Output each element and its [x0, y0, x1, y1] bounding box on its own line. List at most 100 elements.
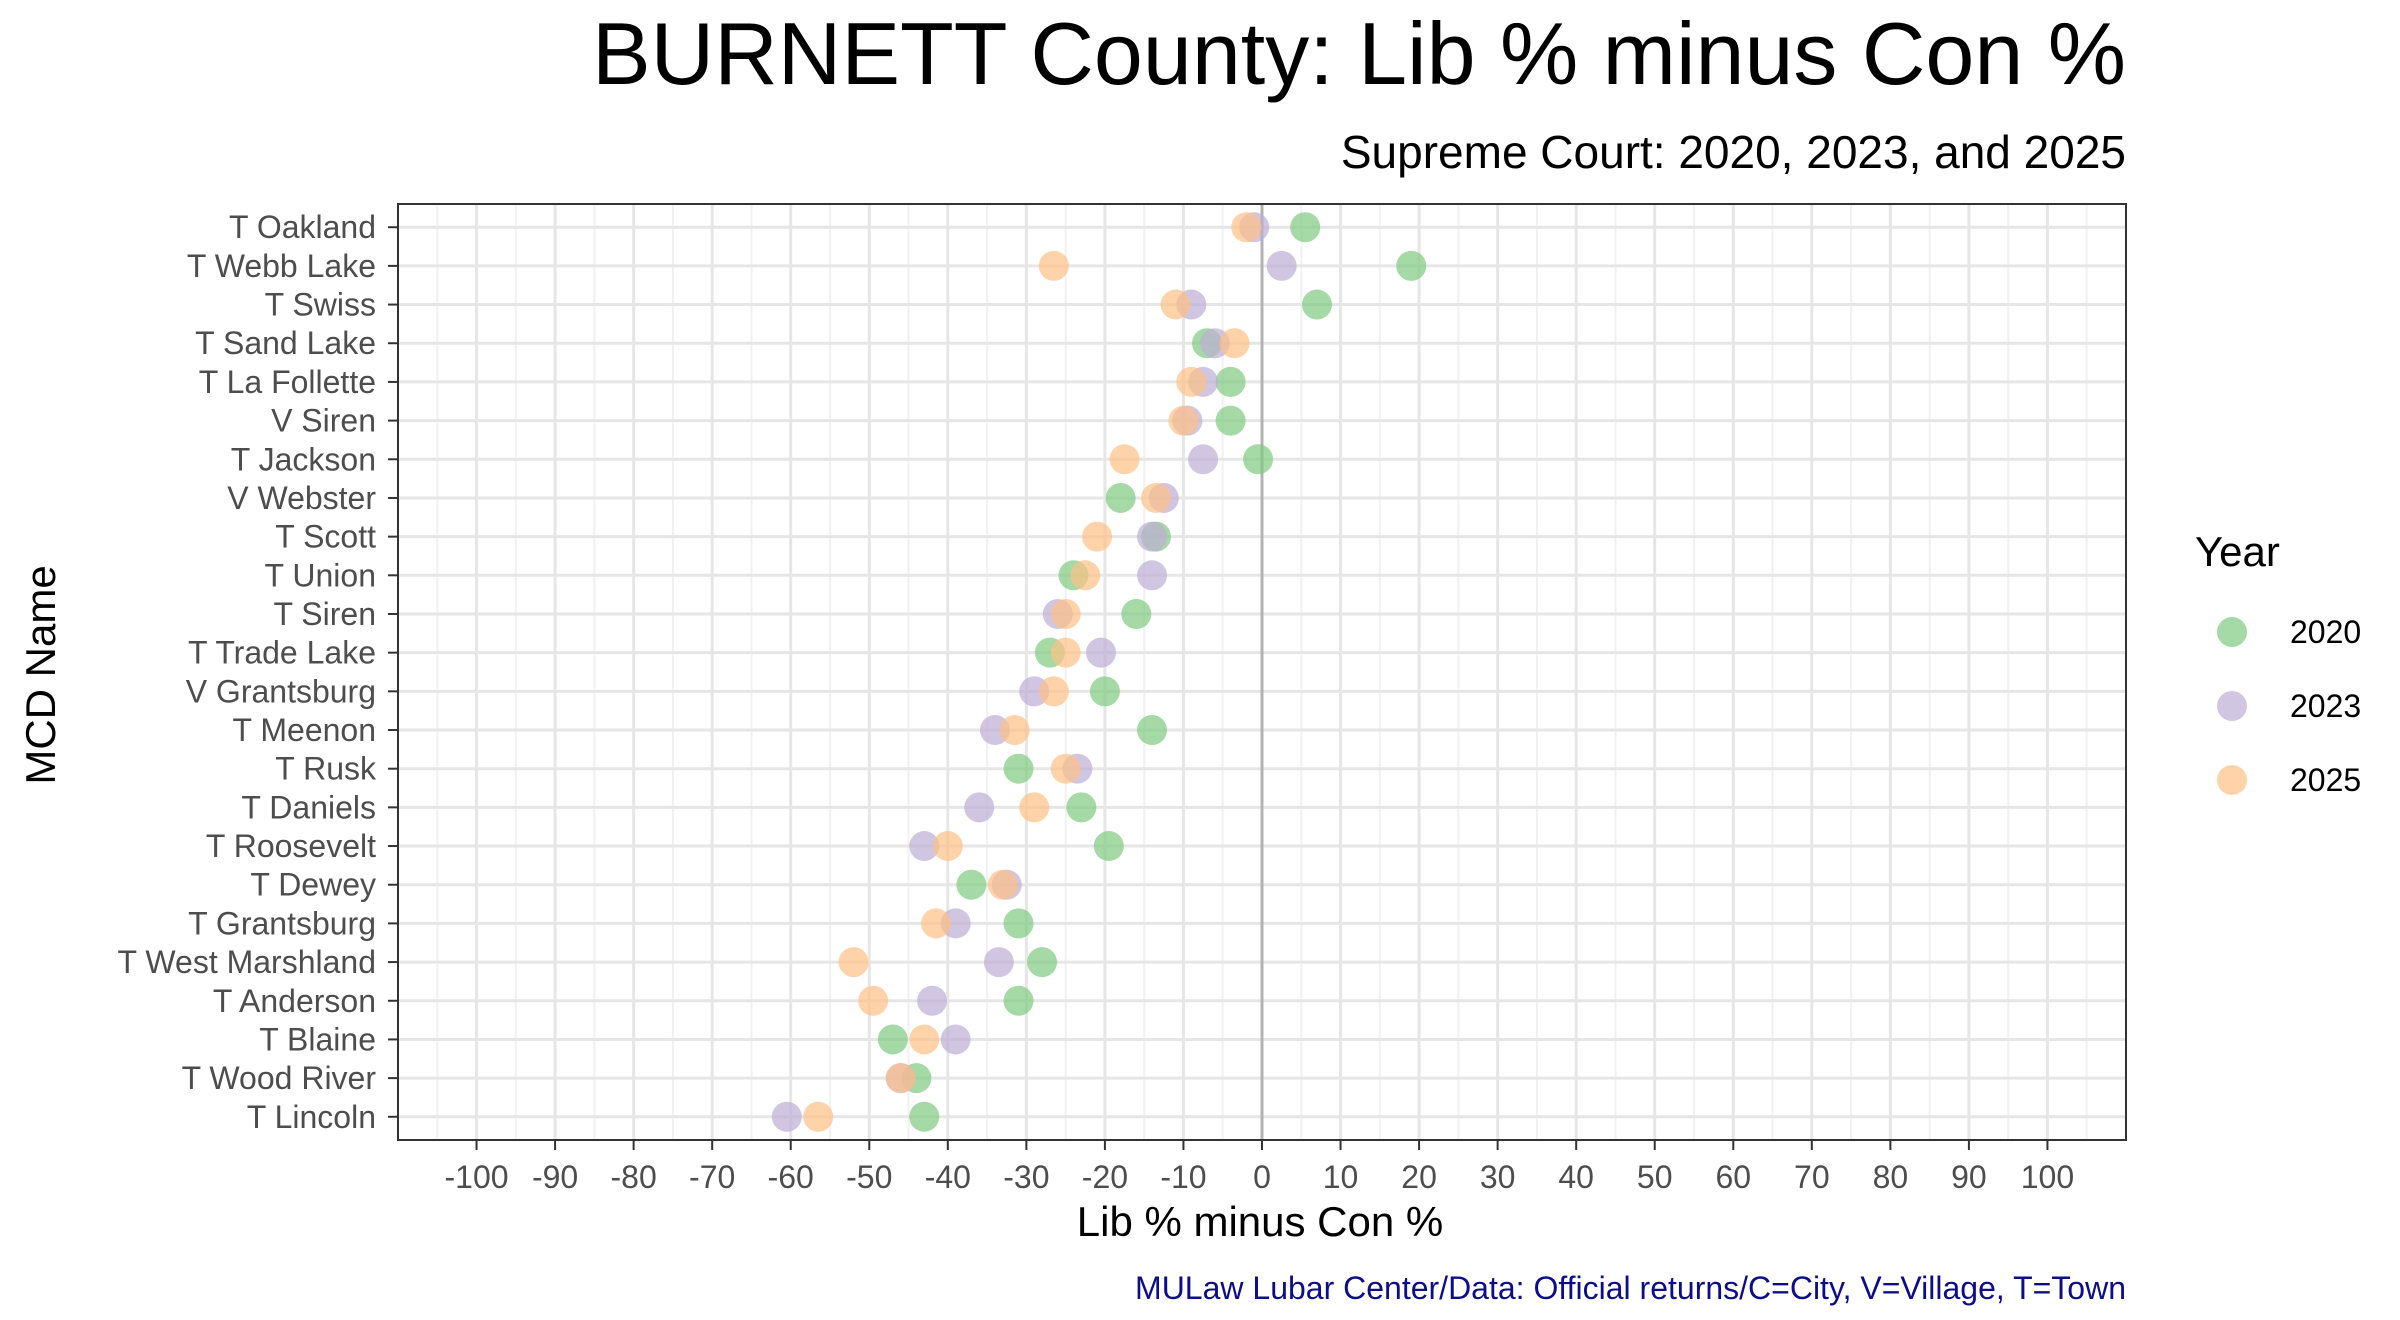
- data-point-2025: [909, 1024, 940, 1055]
- y-tick-label: T Union: [265, 557, 376, 593]
- x-tick-label: -100: [445, 1159, 509, 1195]
- x-tick-label: 10: [1323, 1159, 1359, 1195]
- y-tick-label: T Blaine: [259, 1021, 376, 1057]
- data-point-2025: [885, 1063, 916, 1094]
- data-point-2025: [987, 869, 1018, 900]
- x-tick-label: 0: [1253, 1159, 1271, 1195]
- y-tick-label: T Grantsburg: [188, 905, 376, 941]
- x-tick-label: 50: [1637, 1159, 1673, 1195]
- data-point-2023: [771, 1101, 802, 1132]
- x-tick-label: -80: [611, 1159, 657, 1195]
- y-tick-label: T Anderson: [213, 983, 376, 1019]
- data-point-2023: [983, 947, 1014, 978]
- data-point-2023: [917, 985, 948, 1016]
- x-tick-label: -40: [925, 1159, 971, 1195]
- data-point-2020: [1396, 250, 1427, 281]
- legend-title: Year: [2195, 528, 2280, 575]
- data-point-2020: [1027, 947, 1058, 978]
- data-point-2025: [1168, 405, 1199, 436]
- y-tick-label: T Lincoln: [247, 1099, 376, 1135]
- data-point-2020: [1290, 212, 1321, 243]
- x-tick-label: 30: [1480, 1159, 1516, 1195]
- x-tick-label: -50: [846, 1159, 892, 1195]
- x-tick-label: 90: [1951, 1159, 1987, 1195]
- data-point-2023: [1137, 521, 1168, 552]
- data-point-2023: [1137, 560, 1168, 591]
- data-point-2020: [1089, 676, 1120, 707]
- data-point-2025: [1038, 676, 1069, 707]
- data-point-2025: [1176, 366, 1207, 397]
- data-point-2020: [1003, 753, 1034, 784]
- y-tick-label: T Dewey: [250, 867, 376, 903]
- data-point-2020: [956, 869, 987, 900]
- y-tick-label: T La Follette: [199, 364, 376, 400]
- data-point-2025: [1050, 753, 1081, 784]
- y-tick-label: T Siren: [273, 596, 376, 632]
- x-tick-label: -90: [532, 1159, 578, 1195]
- data-point-2025: [1082, 521, 1113, 552]
- legend: Year 2020 2023 2025: [2195, 528, 2361, 798]
- data-point-2025: [1050, 637, 1081, 668]
- data-point-2025: [1231, 212, 1262, 243]
- data-point-2025: [1070, 560, 1101, 591]
- y-tick-label: T Scott: [275, 519, 376, 555]
- y-tick-label: T Sand Lake: [195, 325, 376, 361]
- data-point-2020: [1105, 482, 1136, 513]
- data-point-2023: [1085, 637, 1116, 668]
- y-tick-label: T West Marshland: [118, 944, 376, 980]
- legend-items: 2020 2023 2025: [2217, 614, 2361, 798]
- data-points: [771, 212, 1427, 1132]
- legend-key-2025: [2217, 765, 2247, 795]
- chart-title: BURNETT County: Lib % minus Con %: [592, 4, 2126, 103]
- data-point-2023: [1266, 250, 1297, 281]
- data-point-2020: [1066, 792, 1097, 823]
- legend-key-2023: [2217, 691, 2247, 721]
- data-point-2020: [1215, 366, 1246, 397]
- data-point-2020: [1301, 289, 1332, 320]
- y-tick-label: T Wood River: [182, 1060, 377, 1096]
- legend-label-2020: 2020: [2290, 614, 2361, 650]
- chart-caption: MULaw Lubar Center/Data: Official return…: [1135, 1270, 2126, 1306]
- y-tick-label: T Roosevelt: [206, 828, 376, 864]
- y-tick-label: T Swiss: [265, 287, 376, 323]
- y-tick-label: T Trade Lake: [188, 635, 376, 671]
- data-point-2025: [803, 1101, 834, 1132]
- data-point-2020: [909, 1101, 940, 1132]
- data-point-2025: [1160, 289, 1191, 320]
- data-point-2023: [909, 831, 940, 862]
- data-point-2025: [858, 985, 889, 1016]
- y-tick-label: T Meenon: [233, 712, 377, 748]
- data-point-2025: [1140, 482, 1171, 513]
- y-tick-label: V Siren: [271, 403, 376, 439]
- x-tick-label: 40: [1558, 1159, 1594, 1195]
- y-tick-label: T Rusk: [275, 751, 377, 787]
- data-point-2025: [838, 947, 869, 978]
- x-tick-label: -10: [1160, 1159, 1206, 1195]
- x-tick-label: -20: [1082, 1159, 1128, 1195]
- data-point-2023: [1188, 444, 1219, 475]
- data-point-2020: [1243, 444, 1274, 475]
- y-tick-label: T Daniels: [241, 789, 376, 825]
- x-tick-label: 60: [1715, 1159, 1751, 1195]
- data-point-2025: [999, 715, 1030, 746]
- data-point-2025: [1109, 444, 1140, 475]
- x-tick-label: 80: [1873, 1159, 1909, 1195]
- data-point-2025: [921, 908, 952, 939]
- x-tick-label: -70: [689, 1159, 735, 1195]
- legend-key-2020: [2217, 617, 2247, 647]
- x-axis: -100 -90 -80 -70 -60 -50 -40 -30 -20 -10 0 10 20 30 40…: [445, 1140, 2074, 1195]
- data-point-2025: [932, 831, 963, 862]
- data-point-2023: [964, 792, 995, 823]
- legend-label-2025: 2025: [2290, 762, 2361, 798]
- data-point-2020: [1003, 985, 1034, 1016]
- data-point-2020: [877, 1024, 908, 1055]
- chart-subtitle: Supreme Court: 2020, 2023, and 2025: [1341, 126, 2126, 178]
- y-tick-label: T Oakland: [229, 209, 376, 245]
- x-tick-label: 70: [1794, 1159, 1830, 1195]
- y-tick-label: V Webster: [227, 480, 376, 516]
- x-axis-title: Lib % minus Con %: [1077, 1198, 1444, 1245]
- legend-label-2023: 2023: [2290, 688, 2361, 724]
- x-tick-label: 20: [1401, 1159, 1437, 1195]
- y-tick-label: V Grantsburg: [186, 673, 376, 709]
